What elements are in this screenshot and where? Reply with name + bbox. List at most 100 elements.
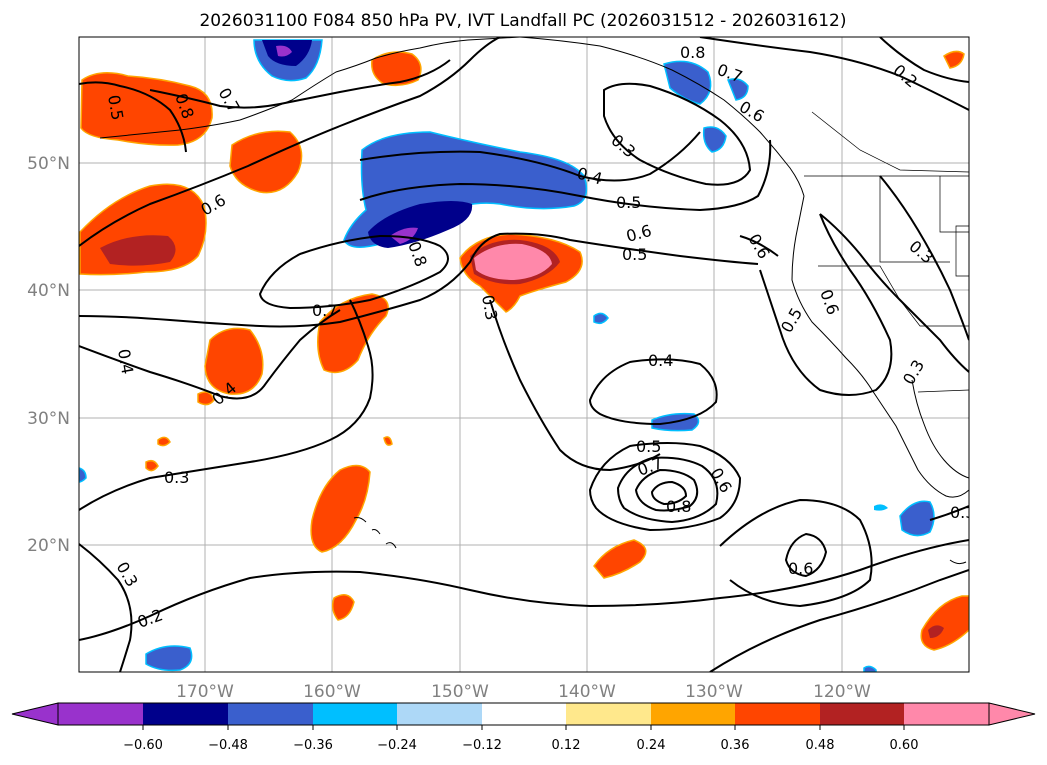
colorbar-extend-min xyxy=(11,702,59,726)
lon-tick-label: 160°W xyxy=(303,682,361,702)
border-us-states-1 xyxy=(879,176,950,263)
lat-tick-label: 40°N xyxy=(27,281,70,301)
contour-label: 0.4 xyxy=(114,347,137,375)
contour-label: 0.8 xyxy=(680,43,705,62)
border-us-states-4 xyxy=(955,225,969,277)
positive-anomaly-w-mid xyxy=(204,327,264,395)
negative-anomaly-top-peak xyxy=(276,45,292,57)
negative-anomaly-w-edge xyxy=(79,467,87,483)
contour-label: 0.5 xyxy=(104,93,127,121)
lat-tick-label: 20°N xyxy=(27,536,70,556)
contour-label: 0.5 xyxy=(636,437,661,456)
figure-title: 2026031100 F084 850 hPa PV, IVT Landfall… xyxy=(199,11,846,31)
border-us-states-3 xyxy=(939,176,969,233)
border-canada-interior xyxy=(811,111,969,173)
map-panel: 0.8 0.7 0.6 0.5 0.4 0.3 0.2 0.8 0.7 0.6 … xyxy=(78,36,975,673)
contour-0.6-coast xyxy=(759,213,893,396)
colorbar-segment xyxy=(735,703,820,725)
negative-anomaly-bc-3 xyxy=(702,126,727,153)
colorbar-tick-label: 0.48 xyxy=(806,738,835,753)
contour-label: 0.7 xyxy=(312,301,337,320)
positive-anomaly-small-3 xyxy=(331,594,355,621)
negative-anomaly-bc-2 xyxy=(727,78,749,101)
contour-0.2-ne xyxy=(879,37,969,83)
negative-anomaly-sw-corner xyxy=(145,645,193,672)
negative-anomaly-mid-dot xyxy=(593,312,609,325)
positive-anomaly-central-peak xyxy=(474,243,552,280)
contour-0.4-west xyxy=(79,309,341,400)
positive-anomaly-small-4 xyxy=(383,436,393,446)
latitude-ticks: 50°N 40°N 30°N 20°N xyxy=(27,154,70,556)
contour-label: 0.6 xyxy=(788,559,813,578)
colorbar-segment xyxy=(313,703,397,725)
positive-anomaly-nw-2 xyxy=(229,130,303,194)
contour-0.5-ne xyxy=(699,37,969,111)
lat-tick-label: 30°N xyxy=(27,409,70,429)
contour-0.3-se-edge xyxy=(709,569,969,672)
contour-label: 0.3 xyxy=(478,293,501,321)
contour-0.8-west xyxy=(79,81,187,153)
colorbar-segment xyxy=(904,703,989,725)
lon-tick-label: 150°W xyxy=(431,682,489,702)
longitude-ticks: 170°W 160°W 150°W 140°W 130°W 120°W xyxy=(176,682,871,702)
contour-0.5-north xyxy=(359,139,772,212)
colorbar-segment xyxy=(820,703,904,725)
colorbar-segment xyxy=(143,703,228,725)
contour-0.7-loop xyxy=(258,234,449,310)
contour-0.3-bc xyxy=(603,82,752,186)
colorbar-segment xyxy=(651,703,735,725)
colorbar-tick-label: 0.60 xyxy=(890,738,919,753)
contour-label: 0.3 xyxy=(950,503,975,522)
positive-anomaly-se-core xyxy=(928,625,944,638)
colorbar-segment xyxy=(58,703,143,725)
colorbar-tick-label: −0.60 xyxy=(123,738,163,753)
contour-label: 0.5 xyxy=(622,245,647,264)
colorbar-extend-max xyxy=(988,702,1036,726)
colorbar-segment xyxy=(228,703,313,725)
coast-us-west xyxy=(791,195,969,498)
contour-0.6-interior xyxy=(739,235,779,257)
contour-label: 0.4 xyxy=(648,351,673,370)
contour-0.5-sub xyxy=(588,442,742,532)
lon-tick-label: 130°W xyxy=(685,682,743,702)
contour-0.8-sub xyxy=(650,480,688,506)
contour-label: 0.3 xyxy=(164,468,189,487)
contour-0.5-west xyxy=(79,232,759,328)
colorbar-segment xyxy=(566,703,651,725)
contour-0.7-sub xyxy=(634,468,699,512)
contour-0.2-south xyxy=(79,539,969,641)
contour-0.5-coast xyxy=(819,213,969,373)
contour-0.3-sw-corner xyxy=(79,543,133,672)
lon-tick-label: 140°W xyxy=(558,682,616,702)
positive-anomaly-w-dot xyxy=(197,391,215,406)
lon-tick-label: 170°W xyxy=(176,682,234,702)
positive-anomaly-w-core xyxy=(100,235,176,266)
contour-0.4-sub xyxy=(588,358,718,426)
colorbar-tick-label: 0.24 xyxy=(637,738,666,753)
contour-0.7-west xyxy=(149,59,451,109)
colorbar-frame xyxy=(57,702,990,726)
border-us-mexico xyxy=(917,389,969,393)
lon-tick-label: 120°W xyxy=(813,682,871,702)
coast-hawaii xyxy=(353,517,397,549)
contour-0.4-north xyxy=(359,131,701,182)
map-frame xyxy=(78,36,970,673)
contour-0.4-se-edge xyxy=(929,505,969,521)
colorbar-segment xyxy=(397,703,482,725)
positive-anomaly-central-s xyxy=(310,464,371,553)
coast-bc xyxy=(519,37,805,197)
colorbar-tick-labels: −0.60 −0.48 −0.36 −0.24 −0.12 0.12 0.24 … xyxy=(123,738,918,753)
colorbar-tick-label: −0.12 xyxy=(462,738,502,753)
coast-baja-gulf xyxy=(911,379,969,479)
colorbar-tick-label: −0.48 xyxy=(208,738,248,753)
coast-mexico-s xyxy=(949,559,967,565)
contour-0.5-se xyxy=(719,498,873,608)
positive-anomaly-bc-coast xyxy=(943,50,965,69)
contour-label: 0.8 xyxy=(666,497,691,516)
contour-0.6-se-loop xyxy=(784,532,828,578)
negative-anomaly-baja-dot xyxy=(874,504,888,511)
colorbar: −0.60 −0.48 −0.36 −0.24 −0.12 0.12 0.24 … xyxy=(11,702,1036,753)
negative-anomaly-north-peak xyxy=(390,227,418,244)
colorbar-segment xyxy=(482,703,566,725)
